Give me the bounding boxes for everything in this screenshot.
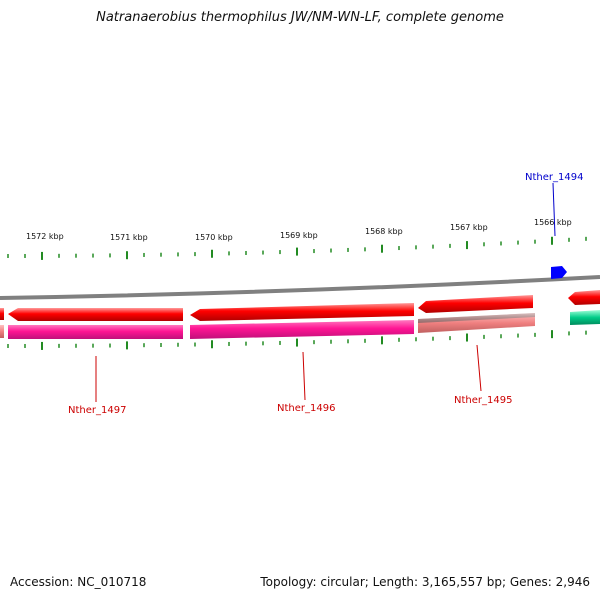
gene-bar-nther-1497[interactable] <box>8 325 183 339</box>
cds-arrow-nther-1496[interactable] <box>190 303 414 321</box>
genome-backbone <box>0 275 600 300</box>
gene-label-nther-1495[interactable]: Nther_1495 <box>454 395 512 406</box>
scale-label-1567: 1567 kbp <box>450 223 488 232</box>
accession-label: Accession: NC_010718 <box>10 575 147 589</box>
scale-labels: 1572 kbp 1571 kbp 1570 kbp 1569 kbp 1568… <box>26 218 572 242</box>
gene-bar-left-edge[interactable] <box>0 325 4 338</box>
cds-arrow-nther-1497[interactable] <box>8 308 183 321</box>
scale-ticks-upper <box>7 236 587 260</box>
gene-bar-green-partial[interactable] <box>570 310 600 325</box>
gene-label-nther-1497[interactable]: Nther_1497 <box>68 405 126 416</box>
scale-label-1566: 1566 kbp <box>534 218 572 227</box>
scale-label-1570: 1570 kbp <box>195 233 233 242</box>
gene-label-nther-1494[interactable]: Nther_1494 <box>525 172 583 183</box>
leader-line-nther-1496 <box>302 351 306 401</box>
scale-ticks-lower <box>7 330 587 350</box>
map-title: Natranaerobius thermophilus JW/NM-WN-LF,… <box>96 10 504 25</box>
gene-arrow-right-partial[interactable] <box>568 290 600 305</box>
scale-label-1572: 1572 kbp <box>26 232 64 241</box>
gene-label-nther-1496[interactable]: Nther_1496 <box>277 403 335 414</box>
genome-summary: Topology: circular; Length: 3,165,557 bp… <box>260 575 590 589</box>
gene-bar-nther-1495-top <box>418 313 535 323</box>
scale-label-1568: 1568 kbp <box>365 227 403 236</box>
scale-label-1569: 1569 kbp <box>280 231 318 240</box>
gene-bar-nther-1496[interactable] <box>190 320 414 339</box>
leader-line-nther-1494 <box>552 182 556 237</box>
leader-line-nther-1495 <box>476 344 482 392</box>
scale-label-1571: 1571 kbp <box>110 233 148 242</box>
cds-arrow-left-edge[interactable] <box>0 308 4 320</box>
cds-arrow-nther-1495[interactable] <box>418 295 533 313</box>
gene-arrow-forward-blue[interactable] <box>551 266 567 279</box>
